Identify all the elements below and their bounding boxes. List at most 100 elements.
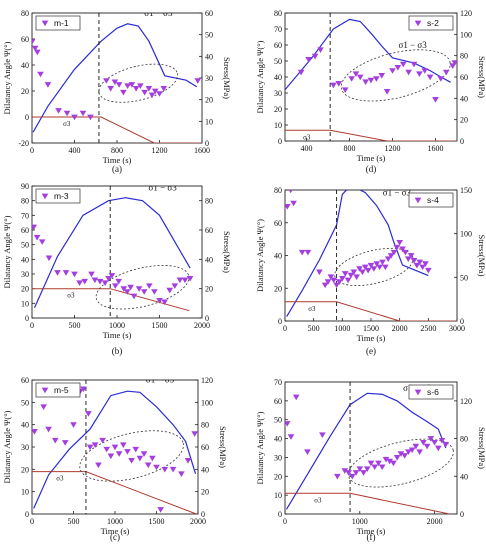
data-point (120, 442, 127, 448)
data-point (91, 277, 99, 284)
data-point (103, 78, 110, 84)
x-tick-label: 1500 (363, 324, 379, 333)
y2-tick-label: 20 (201, 488, 209, 497)
data-point (111, 444, 119, 451)
data-point (38, 239, 46, 245)
x-tick-label: 2500 (420, 324, 436, 333)
data-point (103, 446, 110, 453)
y2-tick-label: 40 (205, 52, 213, 61)
data-point (146, 283, 153, 289)
data-point (115, 82, 123, 88)
y-tick-label: 20 (21, 285, 29, 294)
y2-tick-label: 100 (460, 30, 472, 39)
panel-caption: (c) (110, 532, 120, 542)
data-point (85, 411, 92, 417)
data-point (136, 455, 144, 462)
legend-box (35, 188, 81, 204)
data-point (427, 436, 435, 442)
legend-box (35, 15, 81, 31)
legend-label: s-4 (427, 195, 439, 205)
data-point (140, 289, 148, 295)
data-point (347, 272, 355, 279)
data-point (421, 68, 429, 74)
x-tick-label: 1000 (107, 517, 123, 526)
data-point (405, 69, 412, 76)
y2-tick-label: 40 (201, 465, 209, 474)
data-point (425, 267, 432, 274)
data-point (105, 276, 112, 282)
y2-tick-label: 30 (205, 74, 213, 83)
x-tick-label: 1000 (109, 321, 125, 330)
x-axis-label: Time (s) (103, 330, 132, 340)
panel-5: 0 1000 2000 0 10 20 30 40 50 60 70 0 40 80 120 Time (s)… (255, 378, 486, 542)
y2-tick-label: 100 (460, 230, 472, 239)
data-point (87, 114, 94, 121)
legend-label: s-2 (427, 18, 439, 28)
data-point (40, 404, 47, 410)
data-point (32, 39, 36, 45)
confining-stress-label: σ3 (314, 496, 322, 504)
data-point (145, 86, 153, 92)
x-tick-label: 500 (68, 517, 80, 526)
y-tick-label: 10 (274, 491, 282, 500)
data-point (389, 68, 396, 74)
data-point (394, 65, 402, 71)
data-point (367, 460, 375, 467)
data-point (99, 437, 106, 444)
data-point (290, 200, 297, 207)
y2-tick-label: 120 (201, 376, 213, 385)
y-tick-label: 80 (21, 9, 29, 18)
data-point (37, 71, 44, 78)
data-point (311, 53, 319, 60)
y2-axis-label: Stress(MPa) (477, 234, 486, 276)
legend-marker (414, 20, 422, 27)
x-tick-label: 1000 (352, 517, 368, 526)
data-point (396, 240, 403, 246)
data-point (360, 470, 367, 476)
highlight-ellipse (79, 430, 184, 482)
data-point (80, 386, 87, 393)
y-tick-label: 60 (21, 226, 29, 235)
data-point (34, 49, 41, 56)
data-point (191, 431, 198, 437)
data-point (151, 289, 158, 295)
data-point (336, 279, 343, 285)
y-tick-label: 20 (21, 465, 29, 474)
y-tick-label: 40 (274, 73, 282, 82)
panel-caption: (f) (367, 532, 376, 542)
data-point (431, 439, 438, 446)
data-point (330, 82, 337, 89)
data-point (382, 456, 390, 463)
x-axis-label: Time (s) (101, 526, 130, 536)
y-tick-label: 60 (21, 35, 29, 44)
y-tick-label: 30 (274, 453, 282, 462)
data-point (107, 86, 114, 92)
y2-axis-label: Stress(MPa) (477, 427, 486, 469)
data-point (305, 57, 312, 63)
panel-caption: (a) (112, 164, 122, 174)
data-point (107, 453, 115, 460)
legend-marker (414, 389, 422, 396)
y-tick-label: 40 (21, 255, 29, 264)
data-point (356, 466, 364, 472)
data-point (169, 466, 177, 473)
confining-stress-line (32, 116, 202, 143)
y2-tick-label: 40 (205, 255, 213, 264)
data-point (123, 289, 131, 295)
y2-tick-label: 50 (460, 273, 468, 282)
y-tick-label: 20 (274, 284, 282, 293)
data-point (399, 61, 407, 68)
data-point (419, 264, 426, 271)
data-point (108, 273, 116, 279)
data-point (404, 256, 412, 262)
y-axis-label: Dilatancy Angle Ψ(°) (255, 219, 265, 292)
y-tick-label: 60 (21, 376, 29, 385)
x-tick-label: 1600 (194, 146, 210, 155)
x-tick-label: 3000 (449, 324, 465, 333)
data-point (416, 259, 424, 266)
y-axis-label: Dilatancy Angle Ψ(°) (255, 40, 265, 113)
data-point (344, 277, 352, 284)
data-point (437, 76, 445, 82)
y-tick-label: 90 (21, 182, 29, 191)
x-tick-label: 400 (69, 146, 81, 155)
